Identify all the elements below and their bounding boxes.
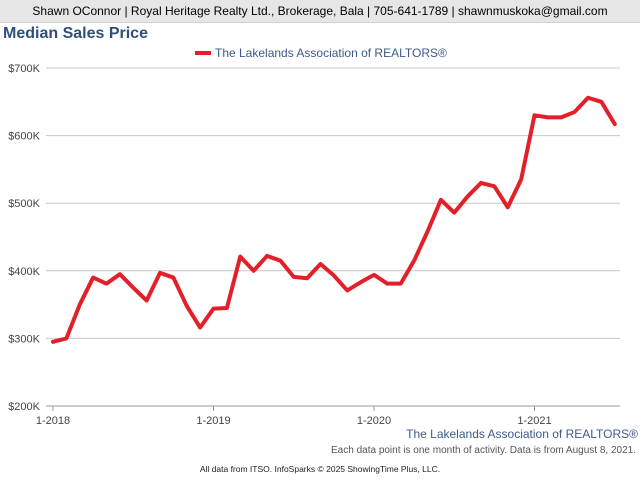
y-axis-ticks: $200K $300K $400K $500K $600K $700K [8, 63, 40, 413]
series-layer [51, 95, 617, 344]
credit-text: All data from ITSO. InfoSparks © 2025 Sh… [199, 464, 441, 474]
x-tick-label: 1-2018 [36, 415, 70, 427]
x-tick-label: 1-2020 [357, 415, 391, 427]
y-tick-label: $700K [8, 63, 40, 75]
legend: The Lakelands Association of REALTORS® [195, 46, 447, 60]
y-tick-label: $200K [8, 401, 40, 413]
y-tick-label: $400K [8, 266, 40, 278]
data-note: Each data point is one month of activity… [331, 445, 636, 456]
y-tick-label: $300K [8, 333, 40, 345]
y-tick-label: $500K [8, 198, 40, 210]
x-axis-ticks: 1-2018 1-2019 1-2020 1-2021 [36, 405, 620, 427]
contact-text: Shawn OConnor | Royal Heritage Realty Lt… [32, 4, 608, 18]
legend-label: The Lakelands Association of REALTORS® [215, 46, 447, 60]
x-tick-label: 1-2021 [517, 415, 551, 427]
chart-title: Median Sales Price [3, 25, 148, 42]
series-line [51, 95, 617, 344]
contact-banner: Shawn OConnor | Royal Heritage Realty Lt… [0, 0, 640, 23]
x-tick-label: 1-2019 [196, 415, 230, 427]
source-label: The Lakelands Association of REALTORS® [406, 427, 638, 441]
y-tick-label: $600K [8, 131, 40, 143]
